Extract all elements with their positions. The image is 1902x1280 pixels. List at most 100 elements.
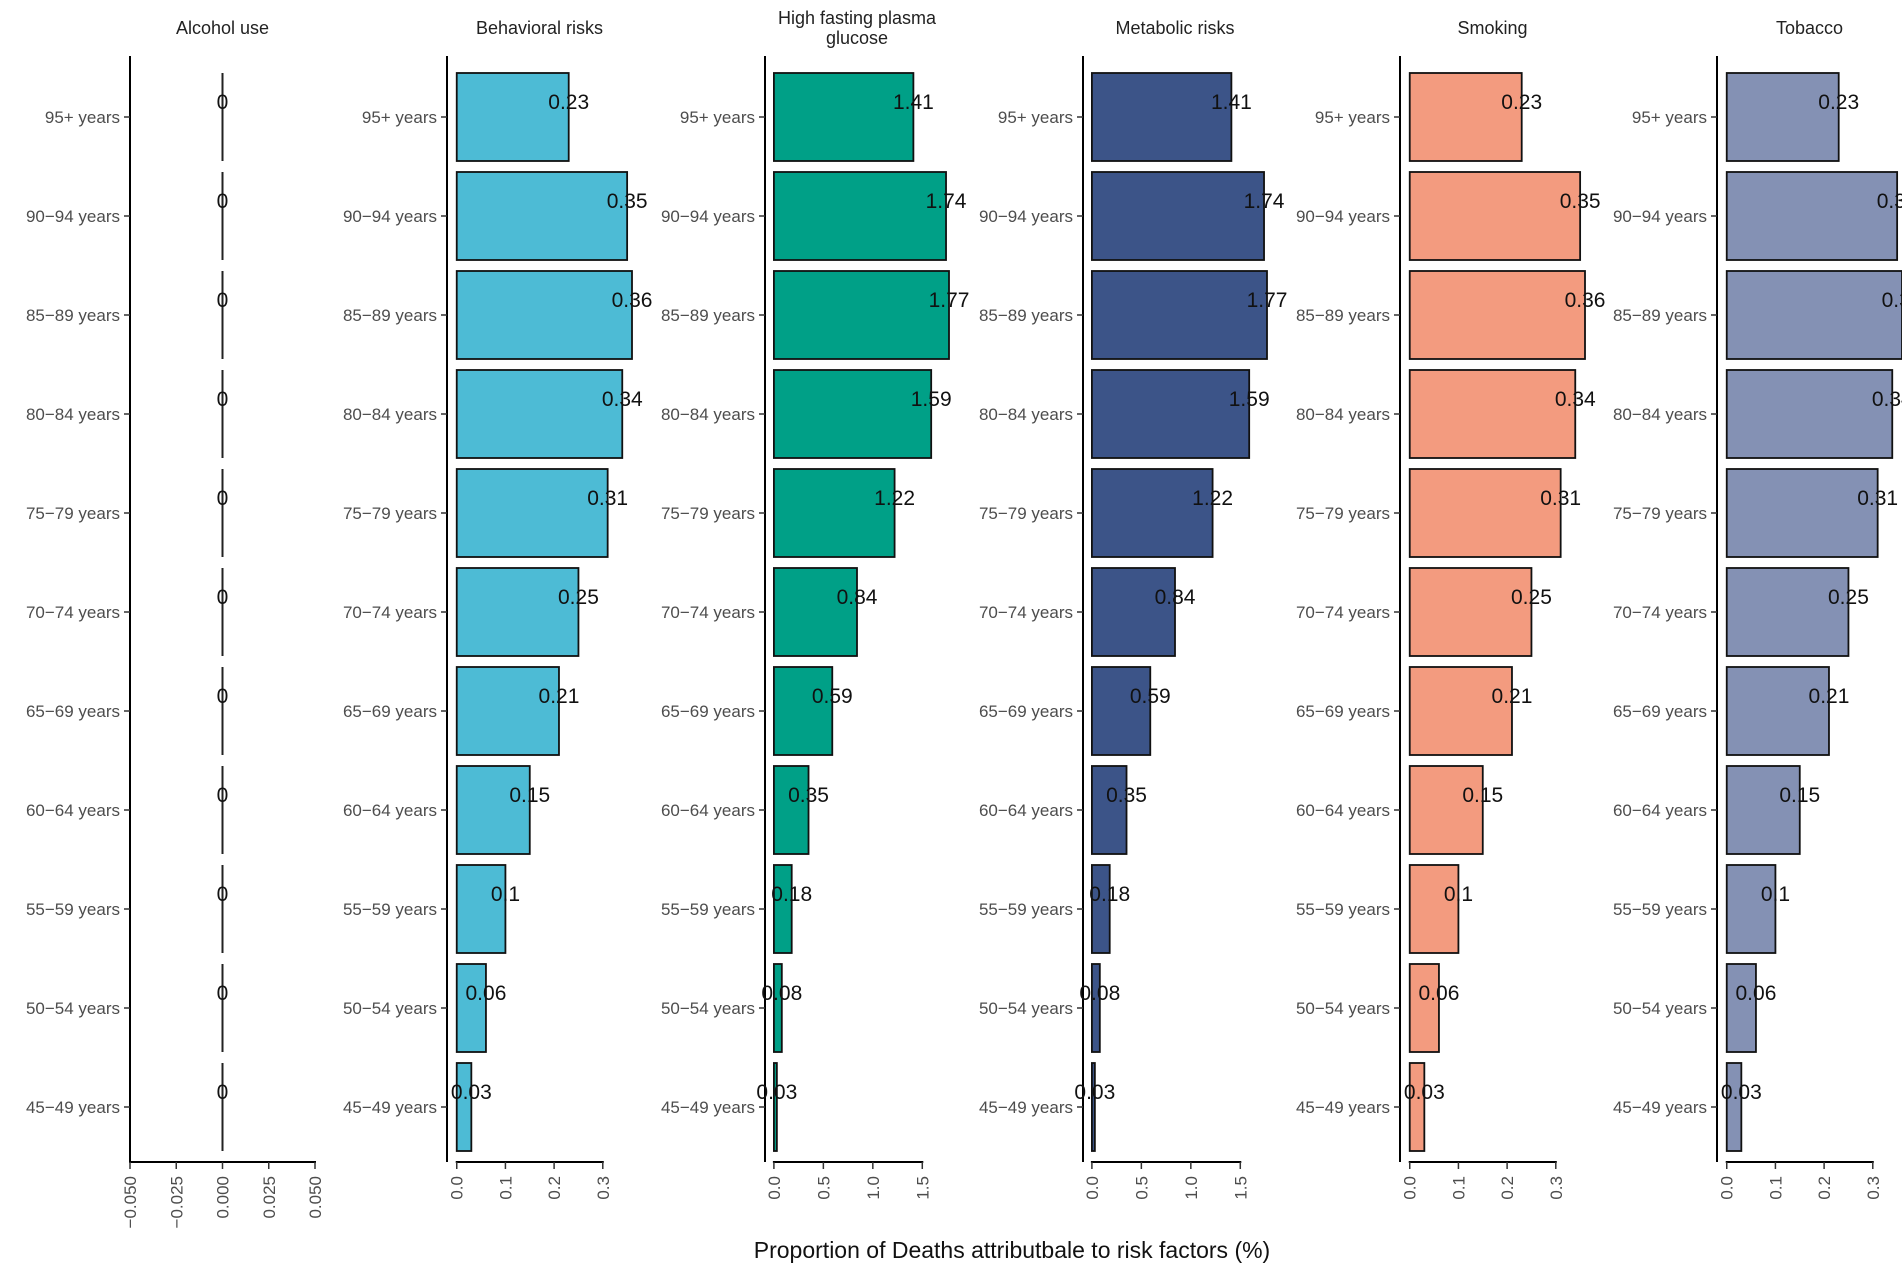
x-tick-label: 0.2 <box>1815 1176 1834 1200</box>
bar <box>773 369 933 459</box>
data-label: 0 <box>217 784 229 807</box>
bar <box>1408 270 1586 360</box>
x-tick-label: 0.2 <box>1498 1176 1517 1200</box>
x-tick-label: 0.0 <box>448 1176 467 1200</box>
data-label: 0.15 <box>509 784 550 807</box>
y-tick-label: 65−69 years <box>26 702 120 721</box>
bar <box>1408 963 1440 1053</box>
data-label: 0.36 <box>1882 289 1902 312</box>
panel-title-tobacco: Tobacco <box>1776 18 1843 38</box>
data-label: 0 <box>217 487 229 510</box>
x-tick-label: 0.3 <box>1864 1176 1883 1200</box>
bar <box>1725 171 1899 261</box>
y-tick-label: 95+ years <box>1315 108 1390 127</box>
y-tick-label: 75−79 years <box>661 504 755 523</box>
y-tick-label: 65−69 years <box>979 702 1073 721</box>
y-tick-label: 85−89 years <box>1613 306 1707 325</box>
bar <box>1725 72 1840 162</box>
bar <box>773 468 896 558</box>
y-tick-label: 65−69 years <box>1613 702 1707 721</box>
bar <box>1091 666 1152 756</box>
bar <box>773 270 950 360</box>
y-tick-label: 70−74 years <box>1296 603 1390 622</box>
x-tick-label: 0.0 <box>1718 1176 1737 1200</box>
data-label: 0.23 <box>1501 91 1542 114</box>
data-label: 1.74 <box>1244 190 1285 213</box>
bar <box>455 369 624 459</box>
bar <box>1091 1062 1096 1152</box>
bar <box>773 171 947 261</box>
y-tick-label: 85−89 years <box>26 306 120 325</box>
y-tick-label: 55−59 years <box>1613 900 1707 919</box>
data-label: 0 <box>217 289 229 312</box>
y-tick-label: 60−64 years <box>1613 801 1707 820</box>
y-tick-label: 80−84 years <box>979 405 1073 424</box>
bar <box>1725 468 1879 558</box>
y-tick-label: 85−89 years <box>343 306 437 325</box>
data-label: 0.21 <box>1492 685 1533 708</box>
data-label: 0.31 <box>1857 487 1898 510</box>
bar <box>1408 468 1562 558</box>
data-label: 0.59 <box>812 685 853 708</box>
x-tick-label: 0.5 <box>1132 1176 1151 1200</box>
y-tick-label: 60−64 years <box>979 801 1073 820</box>
data-label: 0.08 <box>1079 982 1120 1005</box>
data-label: 0.08 <box>761 982 802 1005</box>
bar <box>773 1062 778 1152</box>
y-tick-label: 45−49 years <box>1296 1098 1390 1117</box>
data-label: 0.35 <box>788 784 829 807</box>
data-label: 0.25 <box>1828 586 1869 609</box>
y-tick-label: 60−64 years <box>343 801 437 820</box>
x-tick-label: 0.050 <box>306 1176 325 1219</box>
y-tick-label: 50−54 years <box>1613 999 1707 1018</box>
bar <box>1725 567 1850 657</box>
x-tick-label: 0.5 <box>814 1176 833 1200</box>
data-label: 0.31 <box>1540 487 1581 510</box>
x-tick-label: 0.1 <box>496 1176 515 1200</box>
y-tick-label: 75−79 years <box>26 504 120 523</box>
data-label: 0.31 <box>587 487 628 510</box>
bar <box>455 864 507 954</box>
y-tick-label: 75−79 years <box>1613 504 1707 523</box>
y-tick-label: 65−69 years <box>661 702 755 721</box>
data-label: 0.06 <box>1736 982 1777 1005</box>
data-label: 0.84 <box>1155 586 1196 609</box>
data-label: 0 <box>217 1081 229 1104</box>
bar <box>1725 369 1894 459</box>
x-tick-label: 0.000 <box>214 1176 233 1219</box>
y-tick-label: 90−94 years <box>1613 207 1707 226</box>
panel-title-metabolic-risks: Metabolic risks <box>1115 18 1234 38</box>
bar <box>455 1062 473 1152</box>
bar <box>1725 666 1830 756</box>
y-tick-label: 55−59 years <box>26 900 120 919</box>
data-label: 0.15 <box>1779 784 1820 807</box>
x-tick-label: 0.2 <box>545 1176 564 1200</box>
bar <box>773 864 793 954</box>
data-label: 1.77 <box>929 289 970 312</box>
y-tick-label: 50−54 years <box>979 999 1073 1018</box>
x-tick-label: 1.5 <box>1231 1176 1250 1200</box>
bar <box>1725 765 1801 855</box>
y-tick-label: 55−59 years <box>979 900 1073 919</box>
data-label: 0.34 <box>1872 388 1902 411</box>
y-tick-label: 55−59 years <box>343 900 437 919</box>
bar <box>1091 567 1176 657</box>
bar <box>455 567 580 657</box>
bar <box>1091 468 1214 558</box>
y-tick-label: 45−49 years <box>1613 1098 1707 1117</box>
data-label: 1.41 <box>1211 91 1252 114</box>
data-label: 0.03 <box>451 1081 492 1104</box>
y-tick-label: 80−84 years <box>661 405 755 424</box>
data-label: 0 <box>217 190 229 213</box>
x-tick-label: 1.0 <box>1182 1176 1201 1200</box>
bar <box>455 72 570 162</box>
y-tick-label: 70−74 years <box>343 603 437 622</box>
bar <box>1091 963 1101 1053</box>
y-tick-label: 90−94 years <box>979 207 1073 226</box>
bar <box>455 171 629 261</box>
data-label: 0.25 <box>1511 586 1552 609</box>
y-tick-label: 80−84 years <box>26 405 120 424</box>
y-tick-label: 95+ years <box>998 108 1073 127</box>
y-tick-label: 50−54 years <box>343 999 437 1018</box>
